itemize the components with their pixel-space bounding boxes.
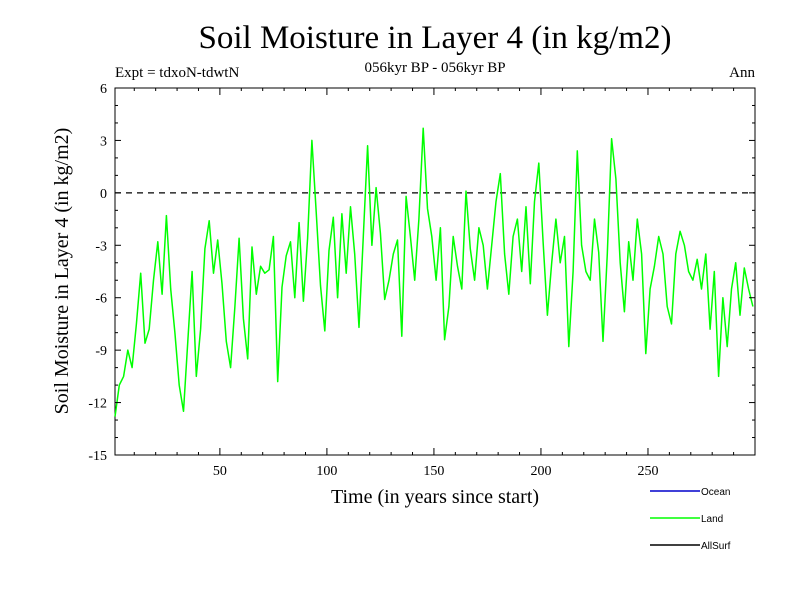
series-line-land [114, 127, 754, 417]
legend-label-land: Land [701, 514, 723, 525]
y-tick-label: 0 [100, 187, 107, 202]
y-axis-label: Soil Moisture in Layer 4 (in kg/m2) [51, 128, 73, 415]
y-tick-label: 6 [100, 82, 107, 97]
x-tick-label: 100 [316, 464, 337, 479]
y-tick-label: -15 [88, 449, 107, 464]
legend: Ocean Land AllSurf [650, 487, 731, 552]
experiment-label: Expt = tdxoN-tdwtN [115, 65, 239, 81]
x-tick-label: 250 [637, 464, 658, 479]
y-tick-label: 3 [100, 134, 107, 149]
y-tick-label: -9 [95, 344, 107, 359]
period-label: 056kyr BP - 056kyr BP [364, 60, 505, 76]
y-tick-label: -12 [88, 397, 107, 412]
legend-label-ocean: Ocean [701, 487, 730, 498]
y-tick-label: -6 [95, 292, 107, 307]
x-tick-label: 200 [530, 464, 551, 479]
x-axis-label: Time (in years since start) [331, 486, 539, 508]
plot-frame [114, 87, 756, 456]
series-layer [114, 127, 754, 417]
season-label: Ann [729, 65, 755, 81]
x-axis: 50 100 150 200 250 [133, 88, 735, 479]
y-axis: 6 3 0 -3 -6 -9 -12 -15 [88, 82, 755, 464]
plot-area [114, 87, 756, 456]
x-tick-label: 50 [213, 464, 227, 479]
x-tick-label: 150 [423, 464, 444, 479]
legend-label-allsurf: AllSurf [701, 541, 731, 552]
chart-title: Soil Moisture in Layer 4 (in kg/m2) [199, 20, 672, 56]
y-tick-label: -3 [95, 239, 107, 254]
